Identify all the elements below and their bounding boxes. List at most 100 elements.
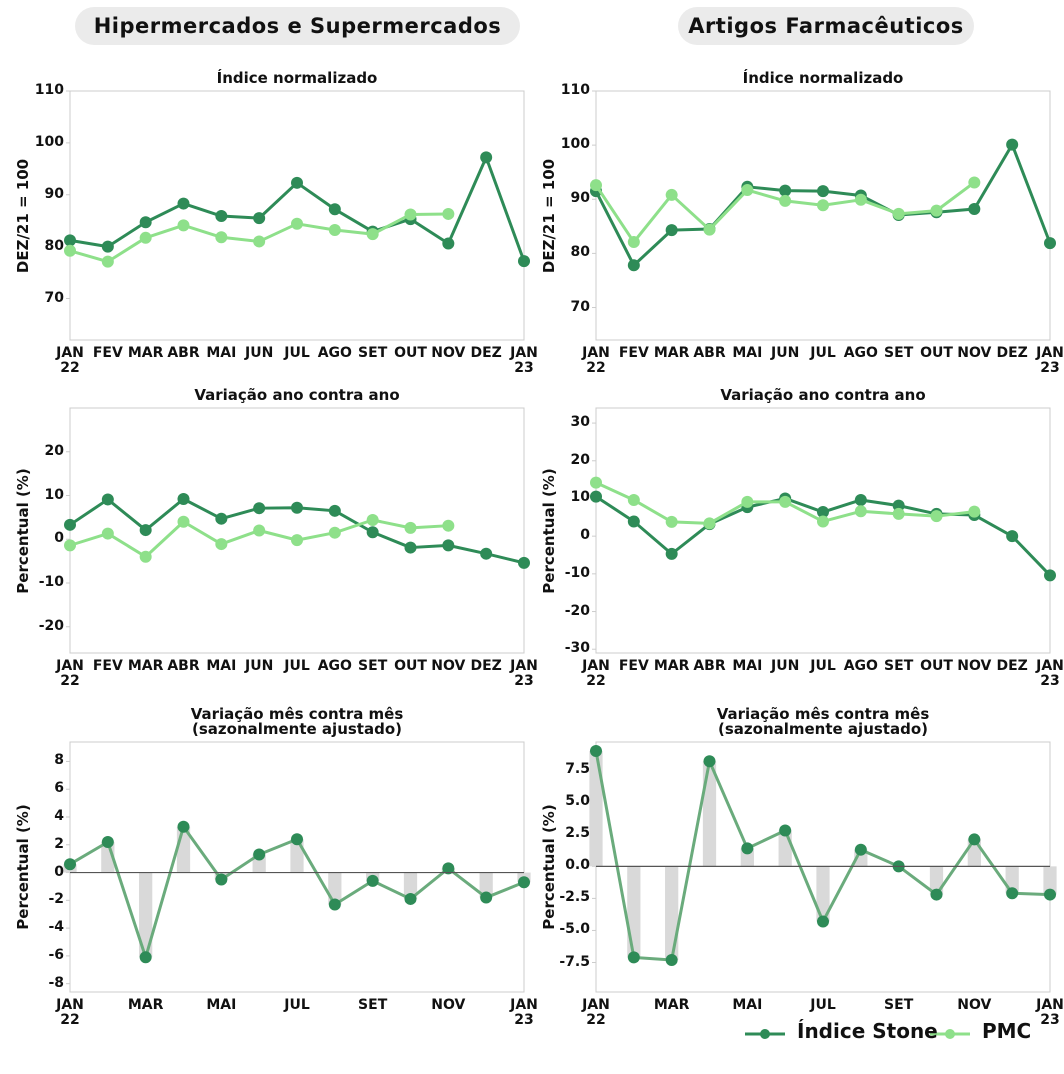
point (1044, 237, 1056, 250)
y-axis-label: Percentual (%) (540, 804, 559, 930)
point (253, 848, 266, 861)
point (968, 505, 981, 518)
legend-swatch (760, 1029, 770, 1039)
x-tick-label: JAN 22 (56, 345, 84, 376)
y-tick-label: 7.5 (565, 761, 590, 778)
y-tick-label: 4 (54, 808, 64, 824)
x-tick-label: MAR (653, 345, 690, 361)
point (101, 836, 114, 848)
chart-title: Variação mês contra mês (sazonalmente aj… (716, 704, 930, 739)
y-tick-label: 80 (44, 237, 64, 254)
x-tick-label: JAN 22 (582, 658, 610, 689)
plot-frame (595, 407, 1051, 654)
point (64, 858, 76, 871)
point (480, 891, 493, 904)
x-tick-label: DEZ (470, 658, 502, 674)
x-tick-label: NOV (431, 345, 466, 361)
line (594, 750, 1051, 962)
y-tick-label: 90 (570, 190, 590, 207)
x-tick-label: MAI (206, 345, 237, 361)
y-tick-label: 6 (54, 780, 64, 797)
x-tick-label: JAN 22 (582, 997, 610, 1028)
y-tick-label: 30 (570, 414, 590, 431)
y-tick-label: -10 (564, 564, 590, 581)
plot-frame (595, 90, 1051, 341)
legend-label: PMC (982, 1019, 1032, 1043)
y-tick-label: -6 (48, 946, 64, 963)
point (291, 217, 303, 230)
y-tick-label: 10 (570, 489, 590, 506)
y-tick-label: -8 (48, 974, 64, 991)
point (930, 204, 943, 217)
x-tick-label: JUL (810, 345, 836, 361)
point (215, 538, 228, 551)
point (817, 515, 829, 528)
y-tick-label: 0.0 (565, 857, 590, 874)
point (404, 541, 417, 554)
x-tick-label: MAR (127, 658, 164, 674)
plot-frame (69, 407, 525, 654)
x-tick-label: JUL (810, 997, 836, 1013)
point (328, 224, 341, 237)
y-tick-label: 2.5 (565, 825, 590, 842)
point (64, 539, 76, 552)
y-tick-label: -5.0 (559, 921, 590, 938)
y-tick-label: -7.5 (559, 953, 590, 970)
point (665, 953, 678, 966)
point (741, 842, 754, 855)
x-tick-label: JAN 23 (510, 658, 538, 689)
y-axis-label: Percentual (%) (14, 467, 33, 594)
bar (589, 750, 603, 867)
point (518, 876, 530, 889)
point (64, 518, 76, 531)
point (627, 236, 640, 249)
point (703, 517, 716, 530)
point (1044, 888, 1056, 901)
y-tick-label: 110 (34, 82, 64, 98)
x-tick-label: NOV (431, 997, 466, 1013)
x-tick-label: MAR (127, 345, 164, 361)
point (253, 502, 266, 515)
point (1006, 138, 1019, 151)
x-tick-label: DEZ (470, 345, 502, 361)
point (892, 207, 905, 220)
point (779, 824, 792, 837)
x-tick-label: SET (884, 658, 914, 674)
x-tick-label: MAR (653, 997, 690, 1013)
chart-title: Índice normalizado (216, 69, 378, 88)
x-tick-label: SET (884, 345, 914, 361)
y-tick-label: 0 (580, 527, 590, 544)
x-tick-label: MAR (127, 997, 164, 1013)
point (442, 207, 455, 220)
point (854, 193, 867, 206)
x-tick-label: FEV (92, 658, 123, 674)
y-tick-label: 100 (34, 133, 64, 150)
y-tick-label: 110 (560, 82, 590, 98)
chart-title: Variação mês contra mês (sazonalmente aj… (190, 704, 404, 739)
y-tick-label: -10 (38, 574, 64, 590)
x-tick-label: MAI (732, 345, 763, 361)
chart-title: Variação ano contra ano (720, 386, 926, 405)
y-tick-label: -30 (564, 640, 590, 657)
x-tick-label: OUT (394, 658, 427, 674)
point (442, 539, 455, 552)
point (139, 550, 152, 563)
x-tick-label: JUL (284, 345, 310, 361)
point (817, 506, 829, 519)
bar (403, 872, 418, 899)
x-tick-label: JUL (284, 658, 310, 674)
point (101, 527, 114, 540)
point (779, 194, 792, 207)
x-tick-label: JUN (245, 345, 274, 361)
y-tick-label: -2 (48, 891, 64, 908)
point (590, 490, 602, 503)
point (404, 892, 417, 905)
y-tick-label: -4 (48, 919, 64, 936)
point (291, 176, 303, 189)
point (627, 493, 640, 506)
x-tick-label: ABR (693, 345, 726, 361)
point (215, 231, 228, 244)
point (291, 534, 303, 547)
point (590, 179, 602, 192)
